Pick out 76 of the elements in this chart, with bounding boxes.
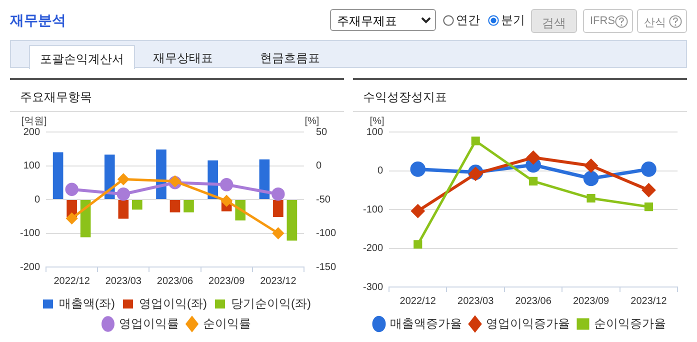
x-tick-label: 2023/06	[156, 276, 194, 287]
bar	[184, 200, 194, 212]
point	[583, 170, 599, 186]
y-tick-label: 100	[23, 160, 40, 172]
point	[116, 188, 130, 201]
legend-label: 순이익률	[203, 316, 251, 330]
chart-title: 수익성장성지표	[353, 80, 687, 112]
y-tick-label: -100	[20, 228, 40, 239]
bar	[52, 152, 64, 199]
text: 재무상태표	[152, 50, 214, 67]
y2-axis-title: [%]	[304, 116, 320, 127]
point	[414, 240, 422, 249]
y-tick-label: 100	[366, 126, 384, 138]
bar	[273, 200, 284, 218]
x-tick-label: 2023/12	[630, 296, 668, 307]
legend-label: 순이익증가율	[594, 316, 666, 330]
y2-tick-label: 0	[316, 160, 322, 172]
legend-label: 당기순이익(좌)	[230, 296, 311, 310]
bar	[132, 200, 142, 210]
x-tick-label: 2022/12	[54, 276, 90, 287]
y2-tick-label: -50	[316, 194, 331, 206]
y2-tick-label: 50	[316, 126, 328, 138]
legend-label: 영업이익증가율	[486, 316, 570, 330]
point	[584, 159, 598, 172]
text: IFRS	[590, 15, 616, 27]
point	[529, 176, 538, 186]
text: 분기	[501, 12, 525, 29]
text: 연간	[456, 12, 480, 29]
y2-tick-label: -100	[316, 228, 336, 239]
y-tick-label: -200	[363, 243, 384, 254]
bar	[170, 200, 180, 212]
point	[272, 188, 285, 201]
x-tick-label: 2023/03	[458, 296, 494, 307]
point	[65, 182, 78, 196]
x-tick-label: 2023/12	[260, 276, 297, 287]
bar	[118, 200, 129, 219]
y-tick-label: 200	[23, 126, 40, 138]
point	[411, 204, 424, 218]
x-tick-label: 2023/03	[105, 276, 142, 287]
point	[526, 150, 540, 164]
point	[272, 228, 284, 239]
legend-label: 매출액(좌)	[59, 296, 116, 310]
y2-tick-label: -150	[316, 262, 336, 273]
text: 현금흐름표	[259, 50, 321, 67]
y-tick-label: -300	[363, 282, 384, 293]
point	[221, 195, 232, 206]
text: 검색	[531, 9, 577, 33]
bar	[286, 200, 298, 241]
y-tick-label: -100	[363, 204, 384, 216]
y-axis-title: [%]	[370, 116, 384, 127]
point	[586, 194, 596, 203]
text: 주재무제표	[330, 9, 436, 31]
point	[118, 174, 129, 185]
point	[66, 212, 78, 224]
x-tick-label: 2023/09	[572, 296, 610, 307]
text: 포괄손익계산서	[29, 45, 135, 69]
chart-title: 주요재무항목	[10, 80, 344, 112]
point	[642, 184, 656, 197]
legend-label: 영업이익률	[119, 316, 179, 330]
point	[220, 178, 234, 192]
point	[410, 162, 426, 177]
y-axis-title: [억원]	[21, 116, 48, 127]
point	[471, 136, 480, 146]
y-tick-label: 0	[377, 166, 384, 176]
point	[169, 176, 181, 187]
point	[644, 202, 654, 212]
x-tick-label: 2023/06	[515, 296, 552, 307]
y-tick-label: -200	[20, 262, 40, 273]
legend-label: 매출액증가율	[390, 316, 462, 330]
point	[641, 162, 656, 177]
x-tick-label: 2023/09	[208, 276, 246, 287]
x-tick-label: 2022/12	[400, 296, 436, 307]
legend-label: 영업이익(좌)	[139, 296, 208, 310]
text: 산식	[644, 17, 666, 29]
text: 재무분석	[10, 12, 66, 30]
y-tick-label: 0	[34, 194, 40, 206]
